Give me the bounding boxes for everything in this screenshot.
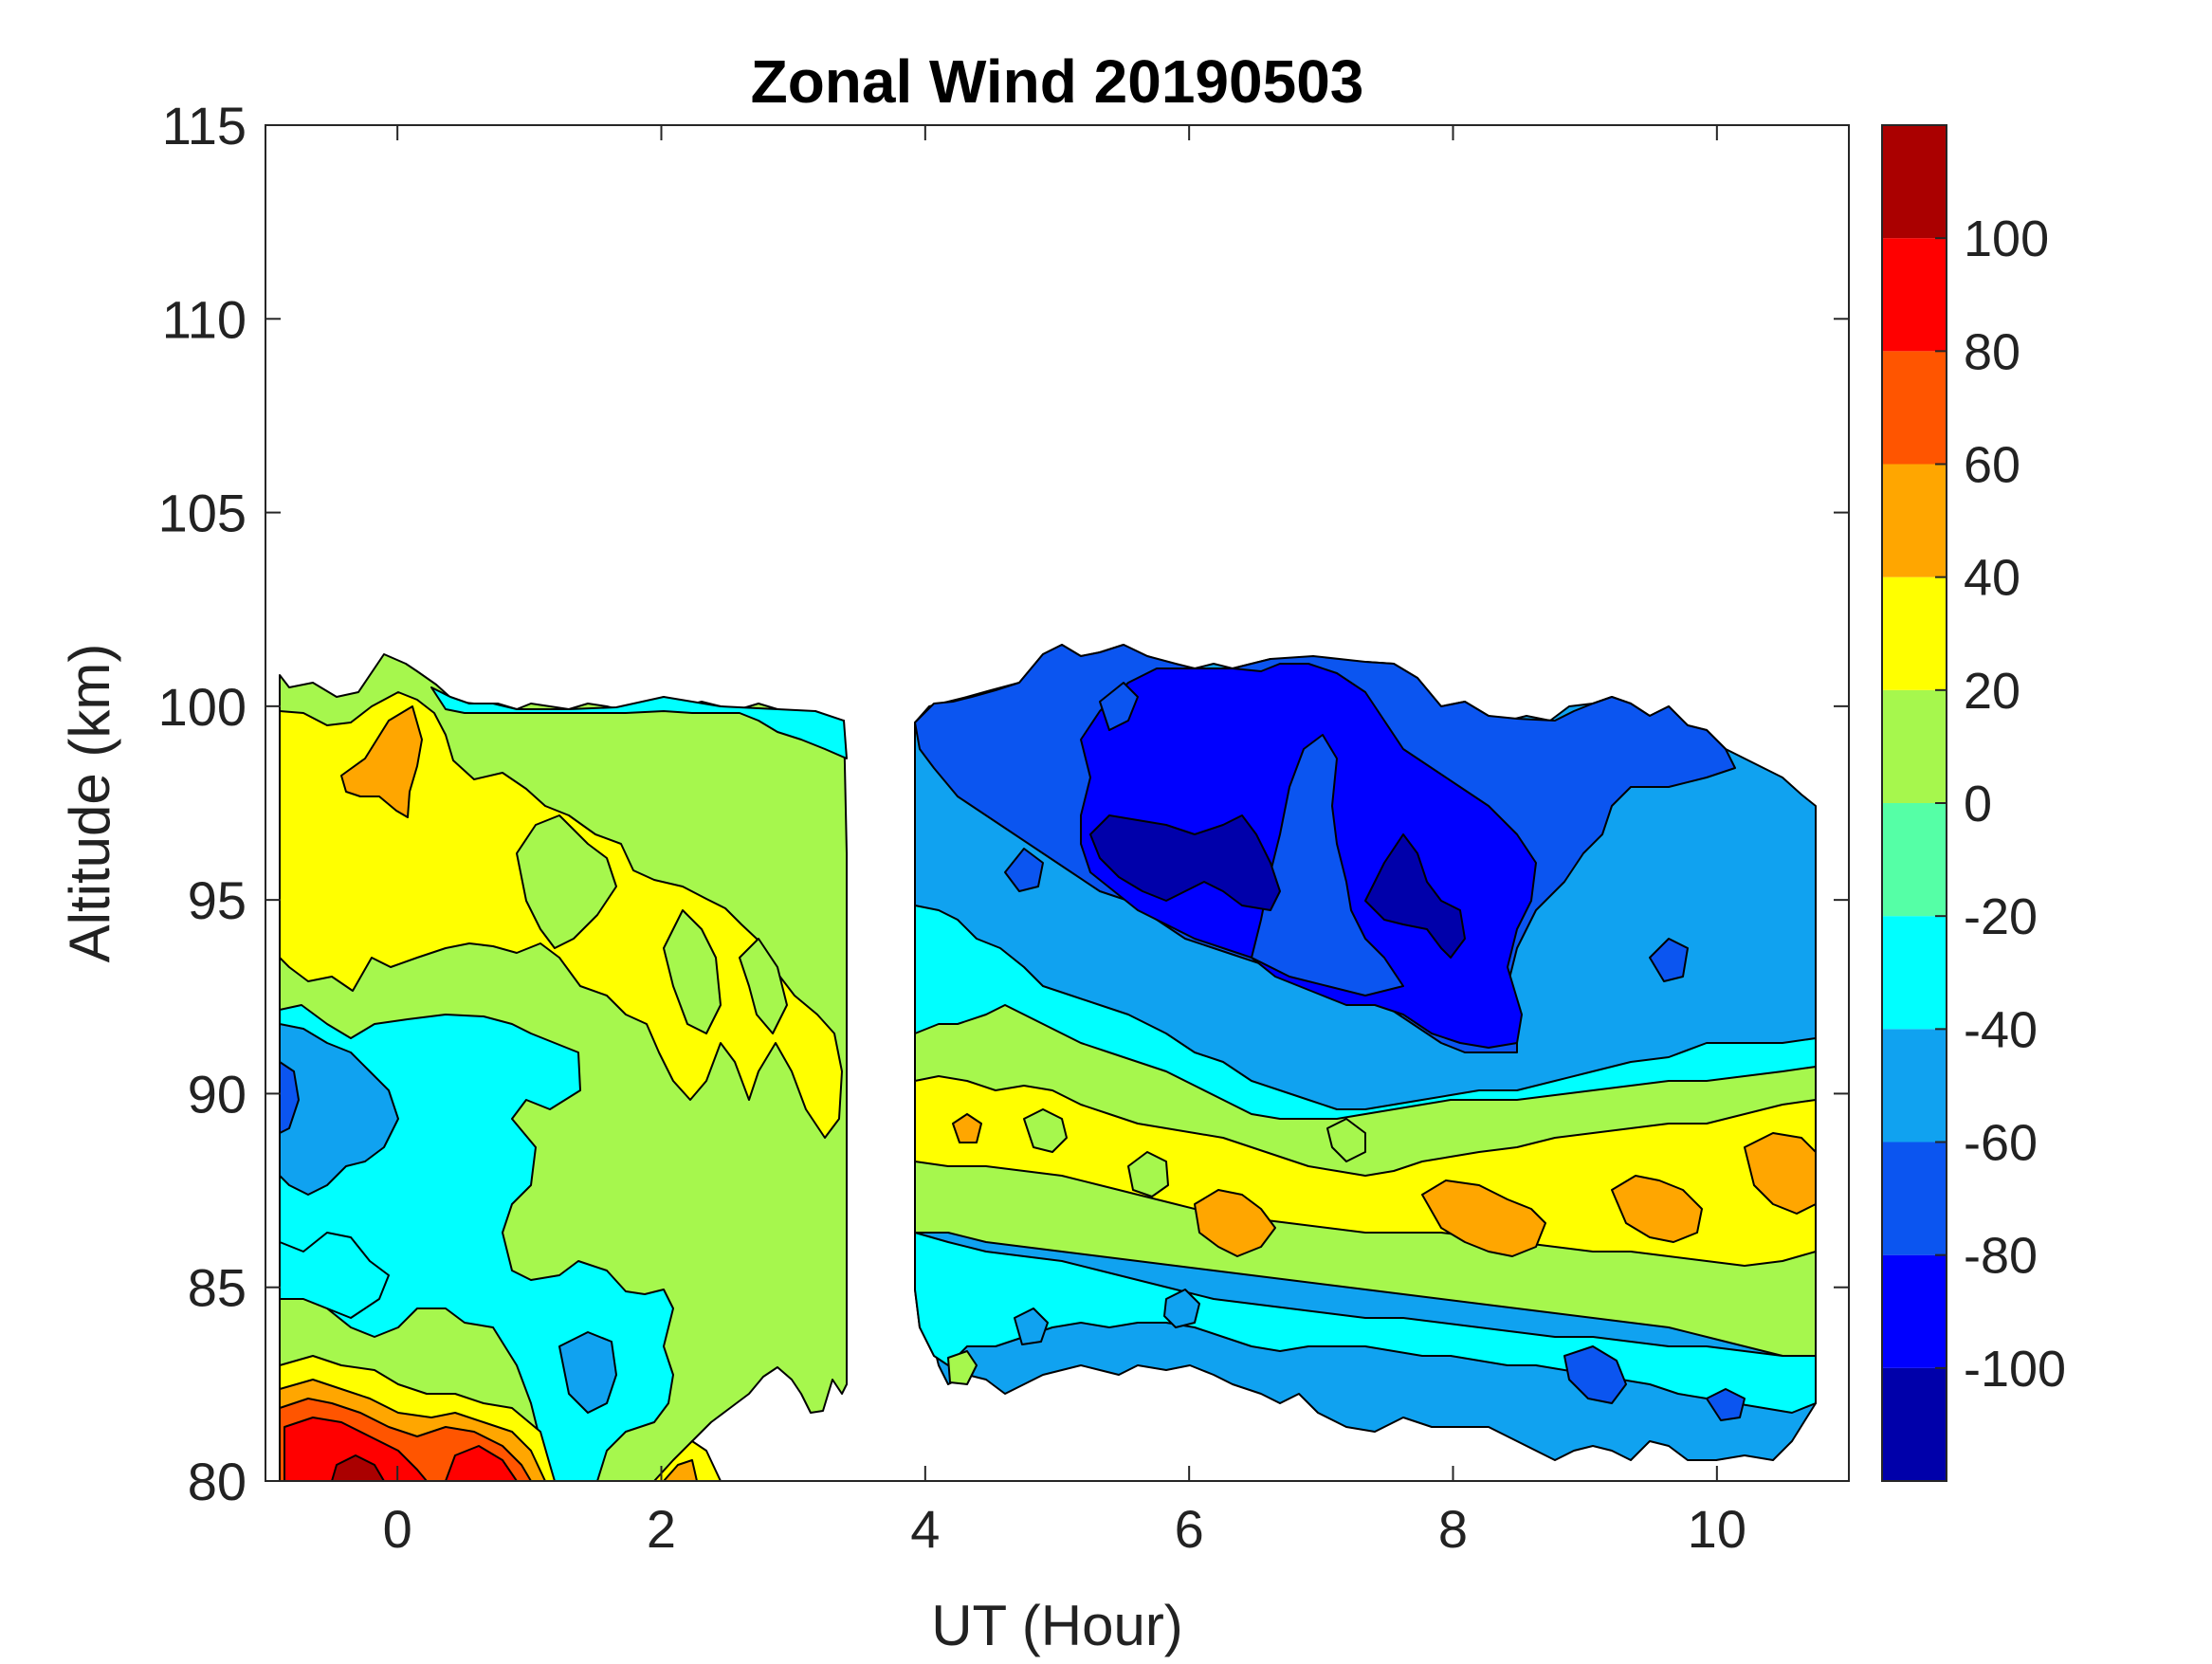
segment-1-region-bottom-red-2 [445, 1445, 518, 1481]
segment-2-blue-inlet-4 [1649, 938, 1689, 982]
segment-1-small-blue-island [558, 1331, 617, 1414]
segment-1-blue-blob [279, 1023, 399, 1196]
colorbar-level [1882, 576, 1947, 690]
colorbar-level [1882, 803, 1947, 917]
segment-2-lower-dark-blue-blob-2 [1706, 1388, 1746, 1421]
colorbar-tick-label: 80 [1964, 323, 2020, 380]
y-tick-label: 80 [188, 1452, 247, 1511]
segment-1-region-top-cyan [430, 686, 848, 759]
segment-1-region-orange-blob [340, 705, 423, 818]
x-tick-label: 8 [1438, 1499, 1468, 1559]
segment-1-bottom-orange-right [663, 1459, 698, 1481]
segment-2-lower-blue-blob-1 [1163, 1289, 1200, 1328]
segment-2-blue-inlet-3 [1004, 848, 1044, 892]
segment-2-lower-blue-blob-2 [1014, 1307, 1049, 1345]
y-tick-label: 105 [158, 484, 247, 543]
segment-2-contours [914, 644, 1817, 1461]
chart-title: Zonal Wind 20190503 [751, 47, 1364, 116]
colorbar [1881, 124, 1947, 1482]
segment-2-blue-inlet-2 [1099, 682, 1139, 731]
segment-2-lower-green-blob [947, 1350, 978, 1385]
colorbar-level [1882, 1029, 1947, 1143]
y-tick-label: 110 [162, 289, 247, 349]
y-tick-label: 95 [188, 870, 247, 930]
x-tick-label: 10 [1688, 1499, 1746, 1559]
colorbar-tick-label: -40 [1964, 1001, 2038, 1058]
segment-2-lower-dark-blue-blob [1563, 1345, 1627, 1404]
segment-2-orange-blob-1 [1194, 1189, 1276, 1257]
x-tick-label: 4 [910, 1499, 940, 1559]
colorbar-tick-label: -60 [1964, 1115, 2038, 1172]
segment-1-contours [279, 653, 848, 1481]
colorbar-tick-label: 60 [1964, 437, 2020, 494]
segment-2-green-island-1 [1023, 1108, 1068, 1153]
x-tick-label: 6 [1175, 1499, 1204, 1559]
colorbar-tick-labels: -100 -80 -60 -40 -20 0 20 40 60 80 100 [1964, 210, 2066, 1398]
colorbar-level [1882, 1254, 1947, 1368]
colorbar-level [1882, 1367, 1947, 1481]
colorbar-level [1882, 689, 1947, 803]
plot-frame [265, 124, 1850, 1482]
segment-2-orange-blob-4 [1744, 1132, 1817, 1215]
segment-2-blue-inlet [1251, 734, 1404, 997]
colorbar-level [1882, 238, 1947, 352]
colorbar-tick-label: -80 [1964, 1228, 2038, 1285]
colorbar-level [1882, 464, 1947, 577]
y-tick-label: 115 [162, 96, 247, 155]
y-tick-label: 100 [158, 677, 247, 737]
segment-1-green-island-1 [516, 814, 617, 949]
colorbar-tick-label: -20 [1964, 888, 2038, 945]
colorbar-level [1882, 916, 1947, 1030]
segment-1-region-bottom-red [283, 1417, 428, 1481]
y-axis-label: Altitude (km) [58, 644, 121, 963]
y-tick-label: 90 [188, 1064, 247, 1124]
segment-1-green-island-2 [663, 909, 722, 1034]
colorbar-tick-label: 40 [1964, 550, 2020, 607]
segment-1-dark-blue-blob [279, 1061, 300, 1134]
segment-2-region-darkest-blue-2 [1364, 833, 1466, 959]
segment-1-region-bottom-dark-red [331, 1454, 385, 1481]
axis-tick-labels: 0 2 4 6 8 10 80 85 90 95 100 105 110 115 [158, 96, 1746, 1559]
segment-2-green-island-3 [1326, 1118, 1366, 1162]
colorbar-tick-label: -100 [1964, 1341, 2066, 1398]
segment-2-orange-blob-2 [1421, 1179, 1546, 1257]
x-axis-label: UT (Hour) [931, 1594, 1183, 1657]
segment-1-green-island-3 [739, 938, 788, 1034]
colorbar-tick-label: 20 [1964, 663, 2020, 720]
x-tick-label: 2 [647, 1499, 676, 1559]
segment-2-orange-blob-5 [952, 1113, 982, 1143]
colorbar-level [1882, 1142, 1947, 1255]
colorbar-tick-label: 0 [1964, 776, 1992, 832]
colorbar-level [1882, 351, 1947, 465]
y-tick-label: 85 [188, 1258, 247, 1318]
segment-2-green-island-2 [1127, 1151, 1169, 1198]
axis-ticks [265, 124, 1849, 1482]
colorbar-level [1882, 125, 1947, 239]
segment-2-region-darkest-blue-1 [1089, 814, 1281, 911]
colorbar-tick-label: 100 [1964, 210, 2049, 267]
segment-2-orange-blob-3 [1611, 1175, 1703, 1243]
x-tick-label: 0 [383, 1499, 412, 1559]
segment-1-region-lower-cyan [279, 1232, 390, 1319]
